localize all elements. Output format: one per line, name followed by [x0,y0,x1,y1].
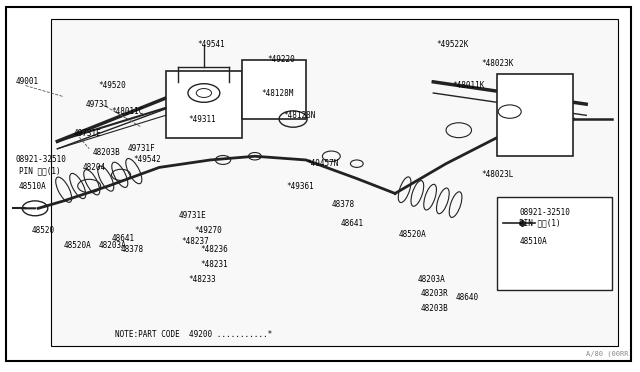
Text: *48231: *48231 [201,260,228,269]
Text: 49731E: 49731E [73,129,101,138]
Text: *49220: *49220 [268,55,296,64]
Text: 48510A: 48510A [519,237,547,246]
Text: 49731F: 49731F [127,144,155,153]
Text: A/80 (00RR: A/80 (00RR [586,350,628,357]
Text: 48641: 48641 [341,219,364,228]
Text: *49270: *49270 [195,226,222,235]
Bar [51,19,618,346]
Text: *48128N: *48128N [284,111,316,120]
Text: *49522K: *49522K [436,40,469,49]
Text: 48203R: 48203R [420,289,448,298]
Text: 48520A: 48520A [64,241,92,250]
Text: *49361: *49361 [287,182,314,190]
Text: 49001: 49001 [16,77,39,86]
Text: 08921-32510: 08921-32510 [16,155,67,164]
Text: *48236: *48236 [201,245,228,254]
Text: *48023K: *48023K [481,59,513,68]
Text: 49731: 49731 [86,100,109,109]
Text: 48203A: 48203A [417,275,445,283]
Text: *48233: *48233 [188,275,216,283]
Text: *49541: *49541 [198,40,225,49]
Bar [497,74,573,156]
Text: *48011K: *48011K [452,81,484,90]
Bar [242,60,306,119]
Text: 48640: 48640 [456,293,479,302]
Text: *48011C: *48011C [111,107,144,116]
Text: 48378: 48378 [332,200,355,209]
Text: 48520A: 48520A [398,230,426,239]
Text: PIN ピン(1): PIN ピン(1) [19,167,61,176]
Text: *49542: *49542 [134,155,161,164]
Bar [166,71,242,138]
Bar [497,197,612,290]
Text: *48128M: *48128M [261,89,294,97]
Text: 48203B: 48203B [92,148,120,157]
Text: *49311: *49311 [188,115,216,124]
Text: NOTE:PART CODE  49200 ...........*: NOTE:PART CODE 49200 ...........* [115,330,272,339]
Text: 48510A: 48510A [19,182,47,190]
Text: 49731E: 49731E [179,211,206,220]
Text: *48023L: *48023L [481,170,513,179]
Text: 48641: 48641 [111,234,134,243]
Text: *48237: *48237 [182,237,209,246]
Text: 48378: 48378 [121,245,144,254]
Text: 48204: 48204 [83,163,106,172]
Text: *49457N: *49457N [306,159,338,168]
Text: *49520: *49520 [99,81,127,90]
Text: 48203B: 48203B [420,304,448,313]
Text: 48520: 48520 [32,226,55,235]
Text: PIN ピン(1): PIN ピン(1) [519,219,561,228]
Text: 08921-32510: 08921-32510 [519,208,570,217]
Text: 48203A: 48203A [99,241,127,250]
